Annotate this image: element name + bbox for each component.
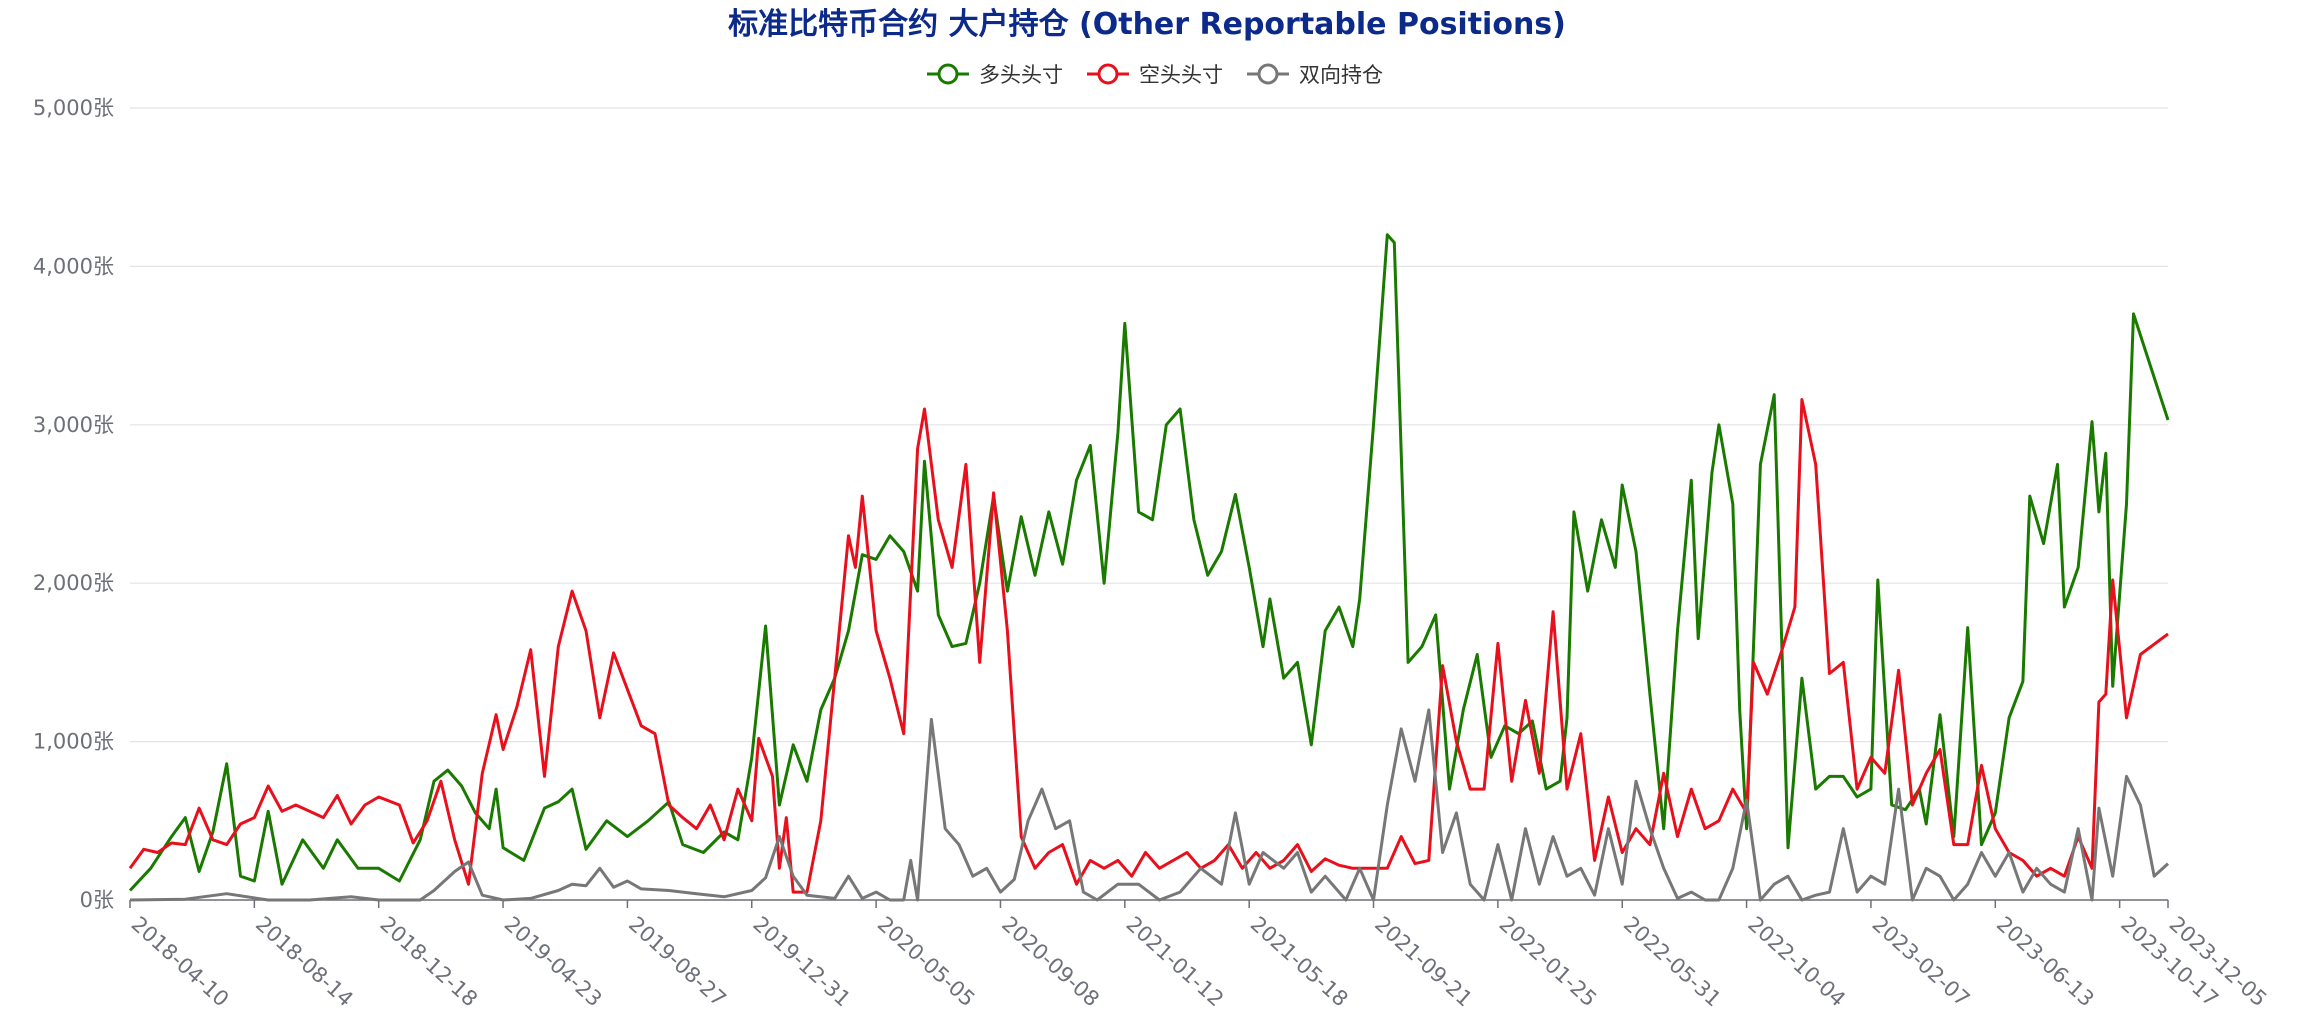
- x-tick-label: 2022-10-04: [1743, 912, 1850, 1012]
- x-tick-label: 2021-05-18: [1246, 912, 1353, 1012]
- x-tick-label: 2019-12-31: [748, 912, 855, 1012]
- y-tick-label: 0张: [80, 888, 114, 912]
- series-line-2: [129, 708, 2170, 902]
- x-tick-label: 2018-12-18: [375, 912, 482, 1012]
- y-tick-label: 3,000张: [33, 413, 114, 437]
- y-tick-label: 2,000张: [33, 571, 114, 595]
- legend-label: 多头头寸: [979, 63, 1063, 87]
- x-tick-label: 2023-02-07: [1868, 912, 1975, 1012]
- x-tick-label: 2023-06-13: [1992, 912, 2099, 1012]
- legend-circle-icon: [1257, 63, 1279, 85]
- x-tick-label: 2022-05-31: [1619, 912, 1726, 1012]
- y-tick-label: 1,000张: [33, 730, 114, 754]
- x-tick-label: 2019-04-23: [500, 912, 607, 1012]
- x-tick-label: 2020-05-05: [873, 912, 980, 1012]
- x-tick-label: 2021-01-12: [1121, 912, 1228, 1012]
- x-tick-label: 2021-09-21: [1370, 912, 1477, 1012]
- legend[interactable]: 多头头寸 空头头寸 双向持仓: [927, 63, 1383, 87]
- y-tick-label: 5,000张: [33, 96, 114, 120]
- x-tick-label: 2020-09-08: [997, 912, 1104, 1012]
- series-line-0: [128, 233, 2170, 892]
- series-lines: [128, 233, 2170, 902]
- legend-item-2[interactable]: 双向持仓: [1247, 63, 1383, 87]
- legend-circle-icon: [1097, 63, 1119, 85]
- y-tick-label: 4,000张: [33, 254, 114, 278]
- x-tick-label: 2018-08-14: [251, 912, 358, 1012]
- x-tick-label: 2022-01-25: [1495, 912, 1602, 1012]
- x-axis: 2018-04-10 2018-08-14 2018-12-18 2019-04-23…: [127, 899, 2271, 1012]
- legend-item-1[interactable]: 空头头寸: [1087, 63, 1223, 87]
- y-axis: 0张 1,000张 2,000张 3,000张 4,000张 5,000张: [33, 96, 114, 912]
- x-tick-label: 2018-04-10: [127, 912, 234, 1012]
- legend-item-0[interactable]: 多头头寸: [927, 63, 1063, 87]
- x-tick-label: 2019-08-27: [624, 912, 731, 1012]
- chart-title: 标准比特币合约 大户持仓 (Other Reportable Positions…: [728, 7, 1566, 42]
- legend-circle-icon: [937, 63, 959, 85]
- legend-label: 空头头寸: [1139, 63, 1223, 87]
- series-line-1: [128, 398, 2169, 894]
- legend-label: 双向持仓: [1299, 63, 1383, 87]
